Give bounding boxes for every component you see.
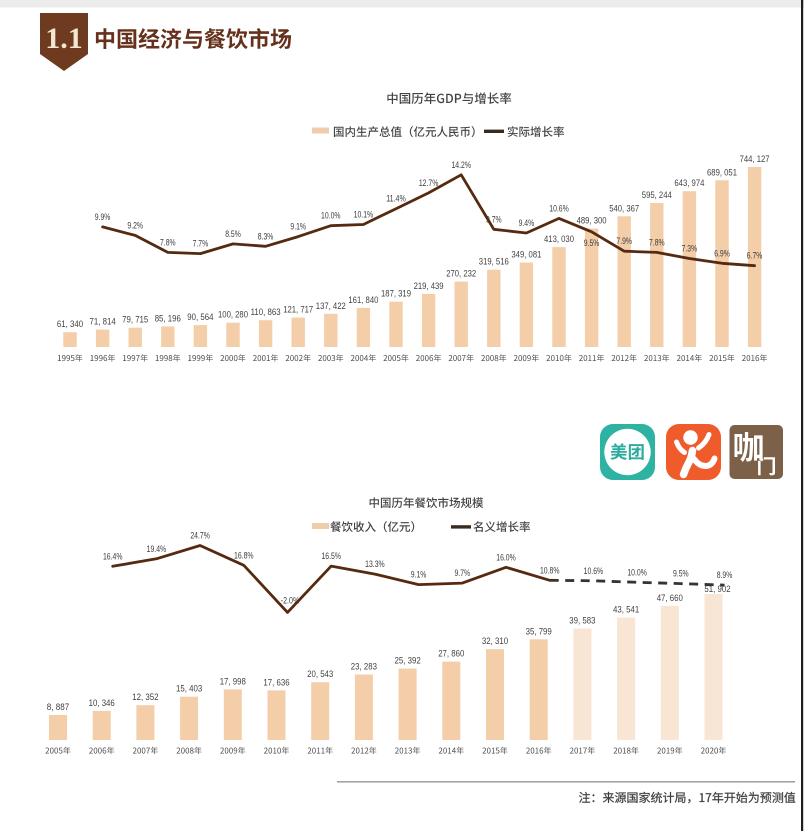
svg-text:8.5%: 8.5%	[225, 229, 241, 240]
svg-text:9.5%: 9.5%	[584, 238, 600, 249]
svg-text:121, 717: 121, 717	[283, 305, 313, 316]
svg-text:10, 346: 10, 346	[89, 698, 115, 709]
svg-text:270, 232: 270, 232	[446, 269, 476, 280]
svg-text:643, 974: 643, 974	[674, 178, 704, 189]
svg-text:10.6%: 10.6%	[584, 566, 604, 577]
svg-text:9.1%: 9.1%	[411, 570, 427, 581]
svg-text:7.8%: 7.8%	[160, 237, 176, 248]
svg-text:7.8%: 7.8%	[649, 237, 665, 248]
svg-text:90, 564: 90, 564	[187, 312, 213, 323]
svg-text:25, 392: 25, 392	[395, 656, 421, 667]
svg-text:9.7%: 9.7%	[455, 568, 471, 579]
svg-text:15, 403: 15, 403	[176, 684, 202, 695]
svg-text:9.2%: 9.2%	[127, 220, 143, 231]
svg-text:17, 998: 17, 998	[220, 676, 246, 687]
svg-text:8, 887: 8, 887	[47, 702, 70, 713]
svg-text:16.0%: 16.0%	[496, 552, 516, 563]
svg-text:6.7%: 6.7%	[747, 251, 763, 262]
svg-text:43, 541: 43, 541	[613, 605, 639, 616]
svg-text:11.4%: 11.4%	[386, 194, 406, 205]
svg-text:71, 814: 71, 814	[90, 317, 116, 328]
svg-text:32, 310: 32, 310	[482, 636, 508, 647]
svg-text:14.2%: 14.2%	[451, 160, 471, 171]
svg-text:24.7%: 24.7%	[190, 531, 210, 542]
svg-text:595, 244: 595, 244	[642, 190, 672, 201]
svg-text:27, 860: 27, 860	[438, 649, 464, 660]
svg-text:20, 543: 20, 543	[307, 669, 333, 680]
svg-text:35, 799: 35, 799	[526, 626, 552, 637]
svg-text:23, 283: 23, 283	[351, 662, 377, 673]
svg-text:7.3%: 7.3%	[682, 244, 698, 255]
svg-text:349, 081: 349, 081	[511, 250, 541, 261]
svg-text:10.0%: 10.0%	[321, 211, 341, 222]
svg-text:79, 715: 79, 715	[122, 315, 148, 326]
svg-text:19.4%: 19.4%	[147, 544, 167, 555]
svg-text:744, 127: 744, 127	[740, 154, 770, 165]
svg-text:413, 030: 413, 030	[544, 234, 574, 245]
svg-text:51, 902: 51, 902	[704, 584, 730, 595]
svg-text:16.8%: 16.8%	[234, 550, 254, 561]
svg-text:161, 840: 161, 840	[348, 295, 378, 306]
svg-text:9.7%: 9.7%	[486, 214, 502, 225]
svg-text:47, 660: 47, 660	[657, 593, 683, 604]
svg-text:110, 863: 110, 863	[251, 307, 281, 318]
svg-text:689, 051: 689, 051	[707, 167, 737, 178]
svg-text:219, 439: 219, 439	[414, 281, 444, 292]
svg-text:187, 319: 187, 319	[381, 289, 411, 300]
svg-text:85, 196: 85, 196	[155, 313, 181, 324]
svg-text:540, 367: 540, 367	[609, 203, 639, 214]
svg-text:7.7%: 7.7%	[193, 239, 209, 250]
svg-text:137, 422: 137, 422	[316, 301, 346, 312]
svg-text:12, 352: 12, 352	[132, 692, 158, 703]
svg-text:9.5%: 9.5%	[673, 569, 689, 580]
svg-text:13.3%: 13.3%	[365, 559, 385, 570]
svg-text:100, 280: 100, 280	[218, 310, 248, 321]
svg-text:39, 583: 39, 583	[569, 616, 595, 627]
svg-text:17, 636: 17, 636	[263, 677, 289, 688]
svg-text:7.9%: 7.9%	[616, 236, 632, 247]
svg-text:319, 516: 319, 516	[479, 257, 509, 268]
svg-text:12.7%: 12.7%	[419, 178, 439, 189]
svg-text:8.3%: 8.3%	[258, 231, 274, 242]
svg-text:10.6%: 10.6%	[549, 203, 569, 214]
svg-text:61, 340: 61, 340	[57, 319, 83, 330]
svg-text:10.0%: 10.0%	[627, 567, 647, 578]
svg-text:9.4%: 9.4%	[519, 218, 535, 229]
svg-text:10.8%: 10.8%	[540, 565, 560, 576]
svg-text:9.9%: 9.9%	[95, 212, 111, 223]
svg-text:-2.0%: -2.0%	[281, 595, 300, 606]
svg-text:16.5%: 16.5%	[321, 551, 341, 562]
svg-text:6.9%: 6.9%	[714, 248, 730, 259]
svg-text:16.4%: 16.4%	[103, 551, 123, 562]
svg-text:10.1%: 10.1%	[354, 210, 374, 221]
svg-text:489, 300: 489, 300	[577, 216, 607, 227]
svg-text:8.9%: 8.9%	[717, 570, 733, 581]
svg-text:9.1%: 9.1%	[290, 222, 306, 233]
svg-text:1.1: 1.1	[45, 22, 83, 55]
